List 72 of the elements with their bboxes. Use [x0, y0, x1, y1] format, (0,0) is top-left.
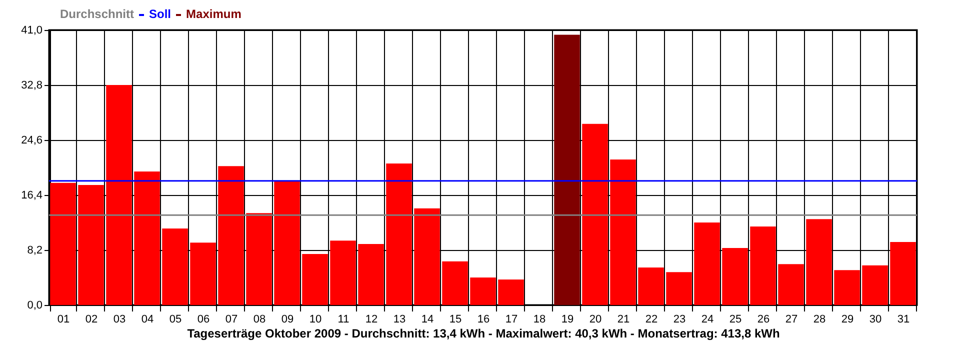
- x-tick-label: 22: [645, 314, 658, 326]
- x-tick-label: 12: [365, 314, 378, 326]
- bar: [694, 222, 720, 305]
- bar: [890, 242, 916, 305]
- bar: [750, 226, 776, 305]
- y-tick-label: 24,6: [21, 134, 42, 146]
- bar: [358, 244, 384, 305]
- x-tick-label: 13: [393, 314, 406, 326]
- x-tick-label: 31: [897, 314, 910, 326]
- bar: [778, 264, 804, 305]
- legend-label: Maximum: [186, 7, 242, 21]
- x-tick-label: 16: [477, 314, 490, 326]
- bar: [554, 34, 580, 305]
- x-tick-label: 27: [785, 314, 798, 326]
- bar: [386, 163, 412, 305]
- bar: [806, 219, 832, 305]
- x-tick-label: 06: [197, 314, 210, 326]
- bar: [246, 213, 272, 305]
- bar: [190, 242, 216, 305]
- x-tick-label: 05: [169, 314, 182, 326]
- bar: [50, 182, 76, 305]
- x-tick-label: 23: [673, 314, 686, 326]
- bar: [862, 265, 888, 305]
- x-tick-label: 09: [281, 314, 294, 326]
- bar: [666, 272, 692, 305]
- bar: [414, 208, 440, 305]
- x-tick-label: 24: [701, 314, 714, 326]
- bar: [498, 280, 524, 305]
- x-tick-label: 21: [617, 314, 630, 326]
- bar: [638, 267, 664, 305]
- x-tick-label: 29: [841, 314, 854, 326]
- y-tick-label: 32,8: [21, 80, 42, 92]
- bar: [218, 166, 244, 305]
- y-tick-label: 8,2: [27, 244, 42, 256]
- bar: [162, 228, 188, 305]
- legend-header: Durchschnitt Soll Maximum: [60, 7, 242, 21]
- x-tick-label: 14: [421, 314, 434, 326]
- bar: [610, 159, 636, 305]
- bar: [106, 85, 132, 305]
- bar: [134, 172, 160, 305]
- bar: [302, 254, 328, 305]
- y-tick-label: 0,0: [27, 300, 42, 312]
- x-tick-label: 26: [757, 314, 770, 326]
- bar: [470, 278, 496, 305]
- bar: [582, 124, 608, 305]
- x-tick-label: 18: [533, 314, 546, 326]
- x-tick-label: 07: [225, 314, 238, 326]
- bar: [78, 184, 104, 305]
- y-tick-label: 16,4: [21, 190, 42, 202]
- x-tick-label: 28: [813, 314, 826, 326]
- x-tick-label: 17: [505, 314, 518, 326]
- x-tick-label: 19: [561, 314, 574, 326]
- x-tick-label: 11: [338, 314, 350, 326]
- bar: [834, 270, 860, 305]
- x-tick-label: 25: [729, 314, 742, 326]
- x-tick-label: 30: [869, 314, 882, 326]
- bar: [442, 261, 468, 305]
- bar: [722, 248, 748, 305]
- legend-label: Soll: [149, 7, 172, 21]
- ref-line-label: Durchschnitt: [60, 7, 134, 21]
- bar: [330, 240, 356, 305]
- x-tick-label: 15: [449, 314, 462, 326]
- x-tick-label: 20: [589, 314, 602, 326]
- x-tick-label: 10: [309, 314, 322, 326]
- y-tick-label: 41,0: [21, 24, 42, 36]
- x-tick-label: 04: [141, 314, 154, 326]
- x-tick-label: 02: [85, 314, 98, 326]
- bar: [274, 180, 300, 305]
- x-tick-label: 03: [113, 314, 126, 326]
- x-tick-label: 08: [253, 314, 266, 326]
- x-tick-label: 01: [57, 314, 70, 326]
- x-axis-title: Tageserträge Oktober 2009 - Durchschnitt: 13,4 kWh - Maximalwert: 40,3 kWh - Monatsertrag: 413,8 kWh: [187, 326, 780, 340]
